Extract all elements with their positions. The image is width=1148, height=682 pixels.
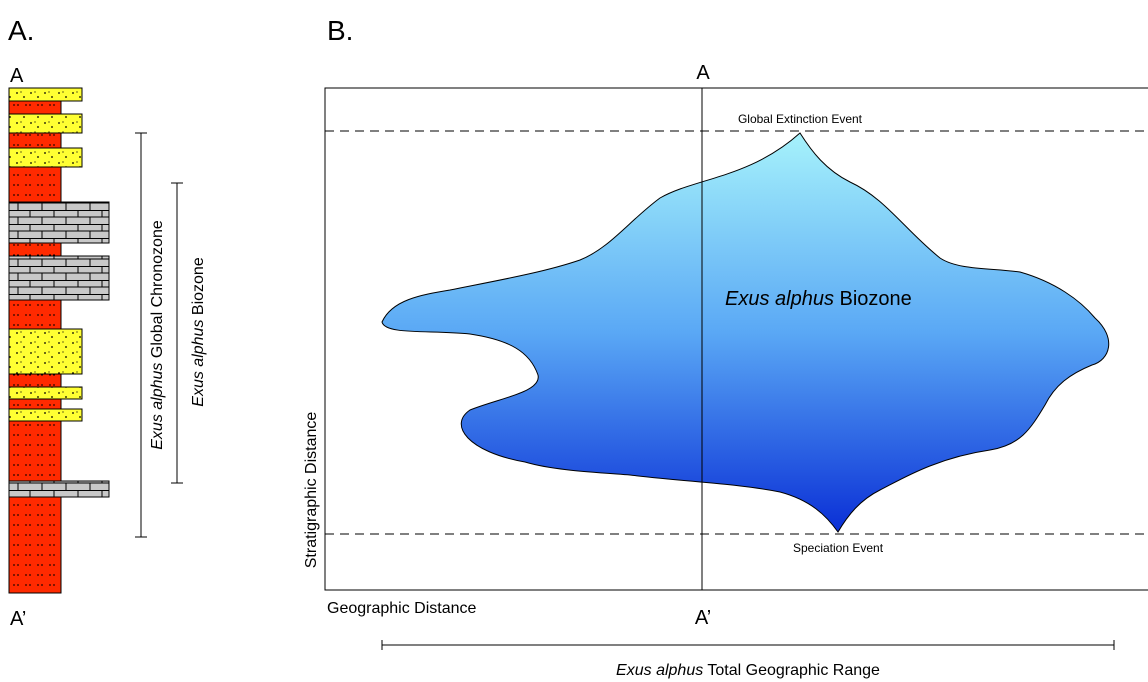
biozone-range-bar — [171, 182, 183, 484]
sandstone-bed — [8, 386, 83, 400]
section-top-label: A — [696, 62, 710, 84]
sandstone-bed — [8, 328, 83, 375]
geographic-range-bar — [381, 640, 1115, 650]
limestone-bed — [8, 201, 110, 244]
column-bottom-label: A’ — [10, 608, 26, 630]
sandstone-bed — [8, 87, 83, 102]
biozone-label: Exus alphus Biozone — [725, 288, 912, 310]
chronozone-range-bar — [135, 132, 147, 538]
extinction-event-label: Global Extinction Event — [738, 112, 863, 126]
y-axis-label: Stratigraphic Distance — [303, 412, 320, 569]
chronozone-suffix: Global Chronozone — [149, 220, 166, 362]
sandstone-bed — [8, 147, 83, 168]
limestone-bed — [8, 255, 110, 301]
plot-frame — [324, 87, 1148, 591]
chronozone-label: Exus alphus Global Chronozone — [149, 220, 166, 450]
section-bottom-label: A’ — [695, 607, 711, 629]
geographic-range-species: Exus alphus — [616, 662, 703, 679]
biozone-range-label: Exus alphus Biozone — [190, 257, 207, 407]
panel-b-label: B. — [327, 15, 353, 46]
x-axis-label: Geographic Distance — [327, 600, 477, 617]
column-top-label: A — [10, 65, 24, 87]
geographic-range-suffix: Total Geographic Range — [703, 662, 880, 679]
biozone-shape — [381, 132, 1110, 533]
biozone-range-species: Exus alphus — [190, 320, 207, 407]
panel-a-label: A. — [8, 15, 34, 46]
speciation-event-label: Speciation Event — [793, 541, 884, 555]
sandstone-bed — [8, 113, 83, 134]
sandstone-bed — [8, 408, 83, 422]
biozone-suffix: Biozone — [834, 288, 912, 310]
biozone-species: Exus alphus — [725, 288, 834, 310]
geographic-range-label: Exus alphus Total Geographic Range — [616, 662, 880, 679]
limestone-bed — [8, 480, 110, 498]
stratigraphic-column — [8, 87, 110, 594]
biozone-range-suffix: Biozone — [190, 257, 207, 319]
chronozone-species: Exus alphus — [149, 363, 166, 450]
